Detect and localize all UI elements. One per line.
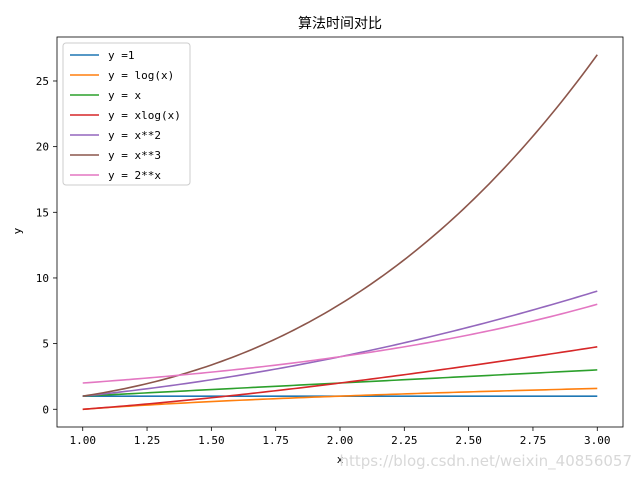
- y-tick-label: 10: [36, 272, 49, 285]
- series-line-7: [82, 303, 598, 384]
- y-tick-label: 0: [42, 403, 49, 416]
- y-tick-label: 15: [36, 206, 49, 219]
- watermark: https://blog.csdn.net/weixin_40856057: [339, 452, 632, 470]
- x-tick-label: 2.50: [455, 434, 482, 447]
- y-tick-label: 25: [36, 75, 49, 88]
- legend-label: y = xlog(x): [108, 109, 181, 122]
- legend-label: y = log(x): [108, 69, 174, 82]
- x-tick-label: 1.00: [69, 434, 96, 447]
- legend: y =1 y = log(x) y = x y = xlog(x) y = x**2 y …: [62, 42, 191, 186]
- plot-area: 1.00 1.25 1.50 1.75 2.00 2.25 2.50 2.75 3.00 0 5 10…: [36, 36, 624, 447]
- legend-label: y = x: [108, 89, 141, 102]
- y-tick-label: 20: [36, 141, 49, 154]
- legend-frame: [62, 42, 191, 186]
- x-axis-label: x: [337, 453, 344, 466]
- chart-title: 算法时间对比: [298, 16, 382, 32]
- legend-label: y = 2**x: [108, 169, 161, 182]
- legend-label: y = x**3: [108, 149, 161, 162]
- x-tick-label: 2.00: [327, 434, 354, 447]
- y-axis-label: y: [11, 227, 24, 234]
- y-tick-label: 5: [42, 338, 49, 351]
- x-tick-label: 2.75: [520, 434, 547, 447]
- legend-label: y = x**2: [108, 129, 161, 142]
- legend-label: y =1: [108, 49, 135, 62]
- x-tick-label: 1.75: [262, 434, 289, 447]
- x-tick-label: 1.50: [198, 434, 225, 447]
- x-tick-label: 2.25: [391, 434, 418, 447]
- x-tick-label: 1.25: [134, 434, 161, 447]
- series-line-2: [82, 387, 598, 411]
- series-line-4: [82, 346, 598, 411]
- series-line-6: [82, 54, 598, 397]
- x-tick-label: 3.00: [584, 434, 611, 447]
